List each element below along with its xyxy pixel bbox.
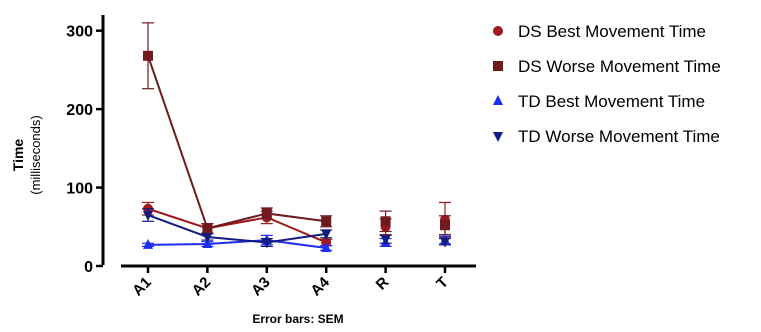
y-tick-label: 300: [66, 24, 93, 41]
data-point: [202, 238, 213, 249]
data-point: [440, 237, 450, 248]
series-1: [142, 201, 451, 248]
legend-label: DS Worse Movement Time: [518, 57, 721, 76]
legend-marker: [493, 61, 503, 71]
x-ticks: A1 A2 A3 A4 R T: [129, 266, 452, 299]
data-point: [380, 235, 391, 246]
legend-marker: [493, 26, 503, 36]
data-point: [202, 223, 213, 234]
series-line: [147, 214, 327, 244]
x-tick-label: A1: [129, 274, 155, 300]
legend-item: DS Worse Movement Time: [493, 57, 721, 76]
x-tick-label: A2: [189, 274, 215, 300]
series-2: [142, 22, 451, 236]
series-line: [147, 207, 327, 244]
x-tick-label: A3: [248, 274, 274, 300]
series-line: [147, 55, 327, 230]
series-line: [147, 239, 327, 249]
legend: DS Best Movement Time DS Worse Movement T…: [493, 22, 721, 146]
legend-item: TD Worse Movement Time: [493, 127, 720, 146]
y-axis-label: Time: [10, 139, 26, 172]
data-point: [202, 232, 213, 243]
data-point: [321, 216, 332, 227]
y-axis-sublabel: (milliseconds): [28, 115, 43, 194]
data-point: [261, 208, 272, 219]
y-ticks: 0 100 200 300: [66, 24, 103, 276]
series-3: [142, 234, 451, 252]
y-tick-label: 100: [66, 181, 93, 198]
data-point: [143, 211, 153, 222]
x-tick-label: R: [373, 274, 393, 294]
legend-item: TD Best Movement Time: [493, 92, 705, 111]
x-tick-label: T: [433, 274, 452, 293]
series: [142, 22, 451, 252]
legend-label: DS Best Movement Time: [518, 22, 706, 41]
data-point: [321, 241, 332, 252]
y-tick-label: 0: [84, 259, 93, 276]
data-point: [143, 50, 153, 61]
x-axis-label: Error bars: SEM: [252, 312, 343, 326]
axes: [101, 15, 476, 268]
data-point: [321, 229, 332, 240]
legend-marker: [493, 95, 503, 105]
data-point: [380, 216, 391, 227]
data-point: [440, 220, 450, 231]
series-4: [142, 208, 451, 249]
x-tick-label: A4: [307, 273, 333, 299]
legend-item: DS Best Movement Time: [493, 22, 706, 41]
data-point: [261, 238, 272, 249]
data-point: [143, 238, 153, 249]
legend-label: TD Best Movement Time: [518, 92, 705, 111]
legend-marker: [493, 132, 503, 142]
y-tick-label: 200: [66, 102, 93, 119]
legend-label: TD Worse Movement Time: [518, 127, 720, 146]
